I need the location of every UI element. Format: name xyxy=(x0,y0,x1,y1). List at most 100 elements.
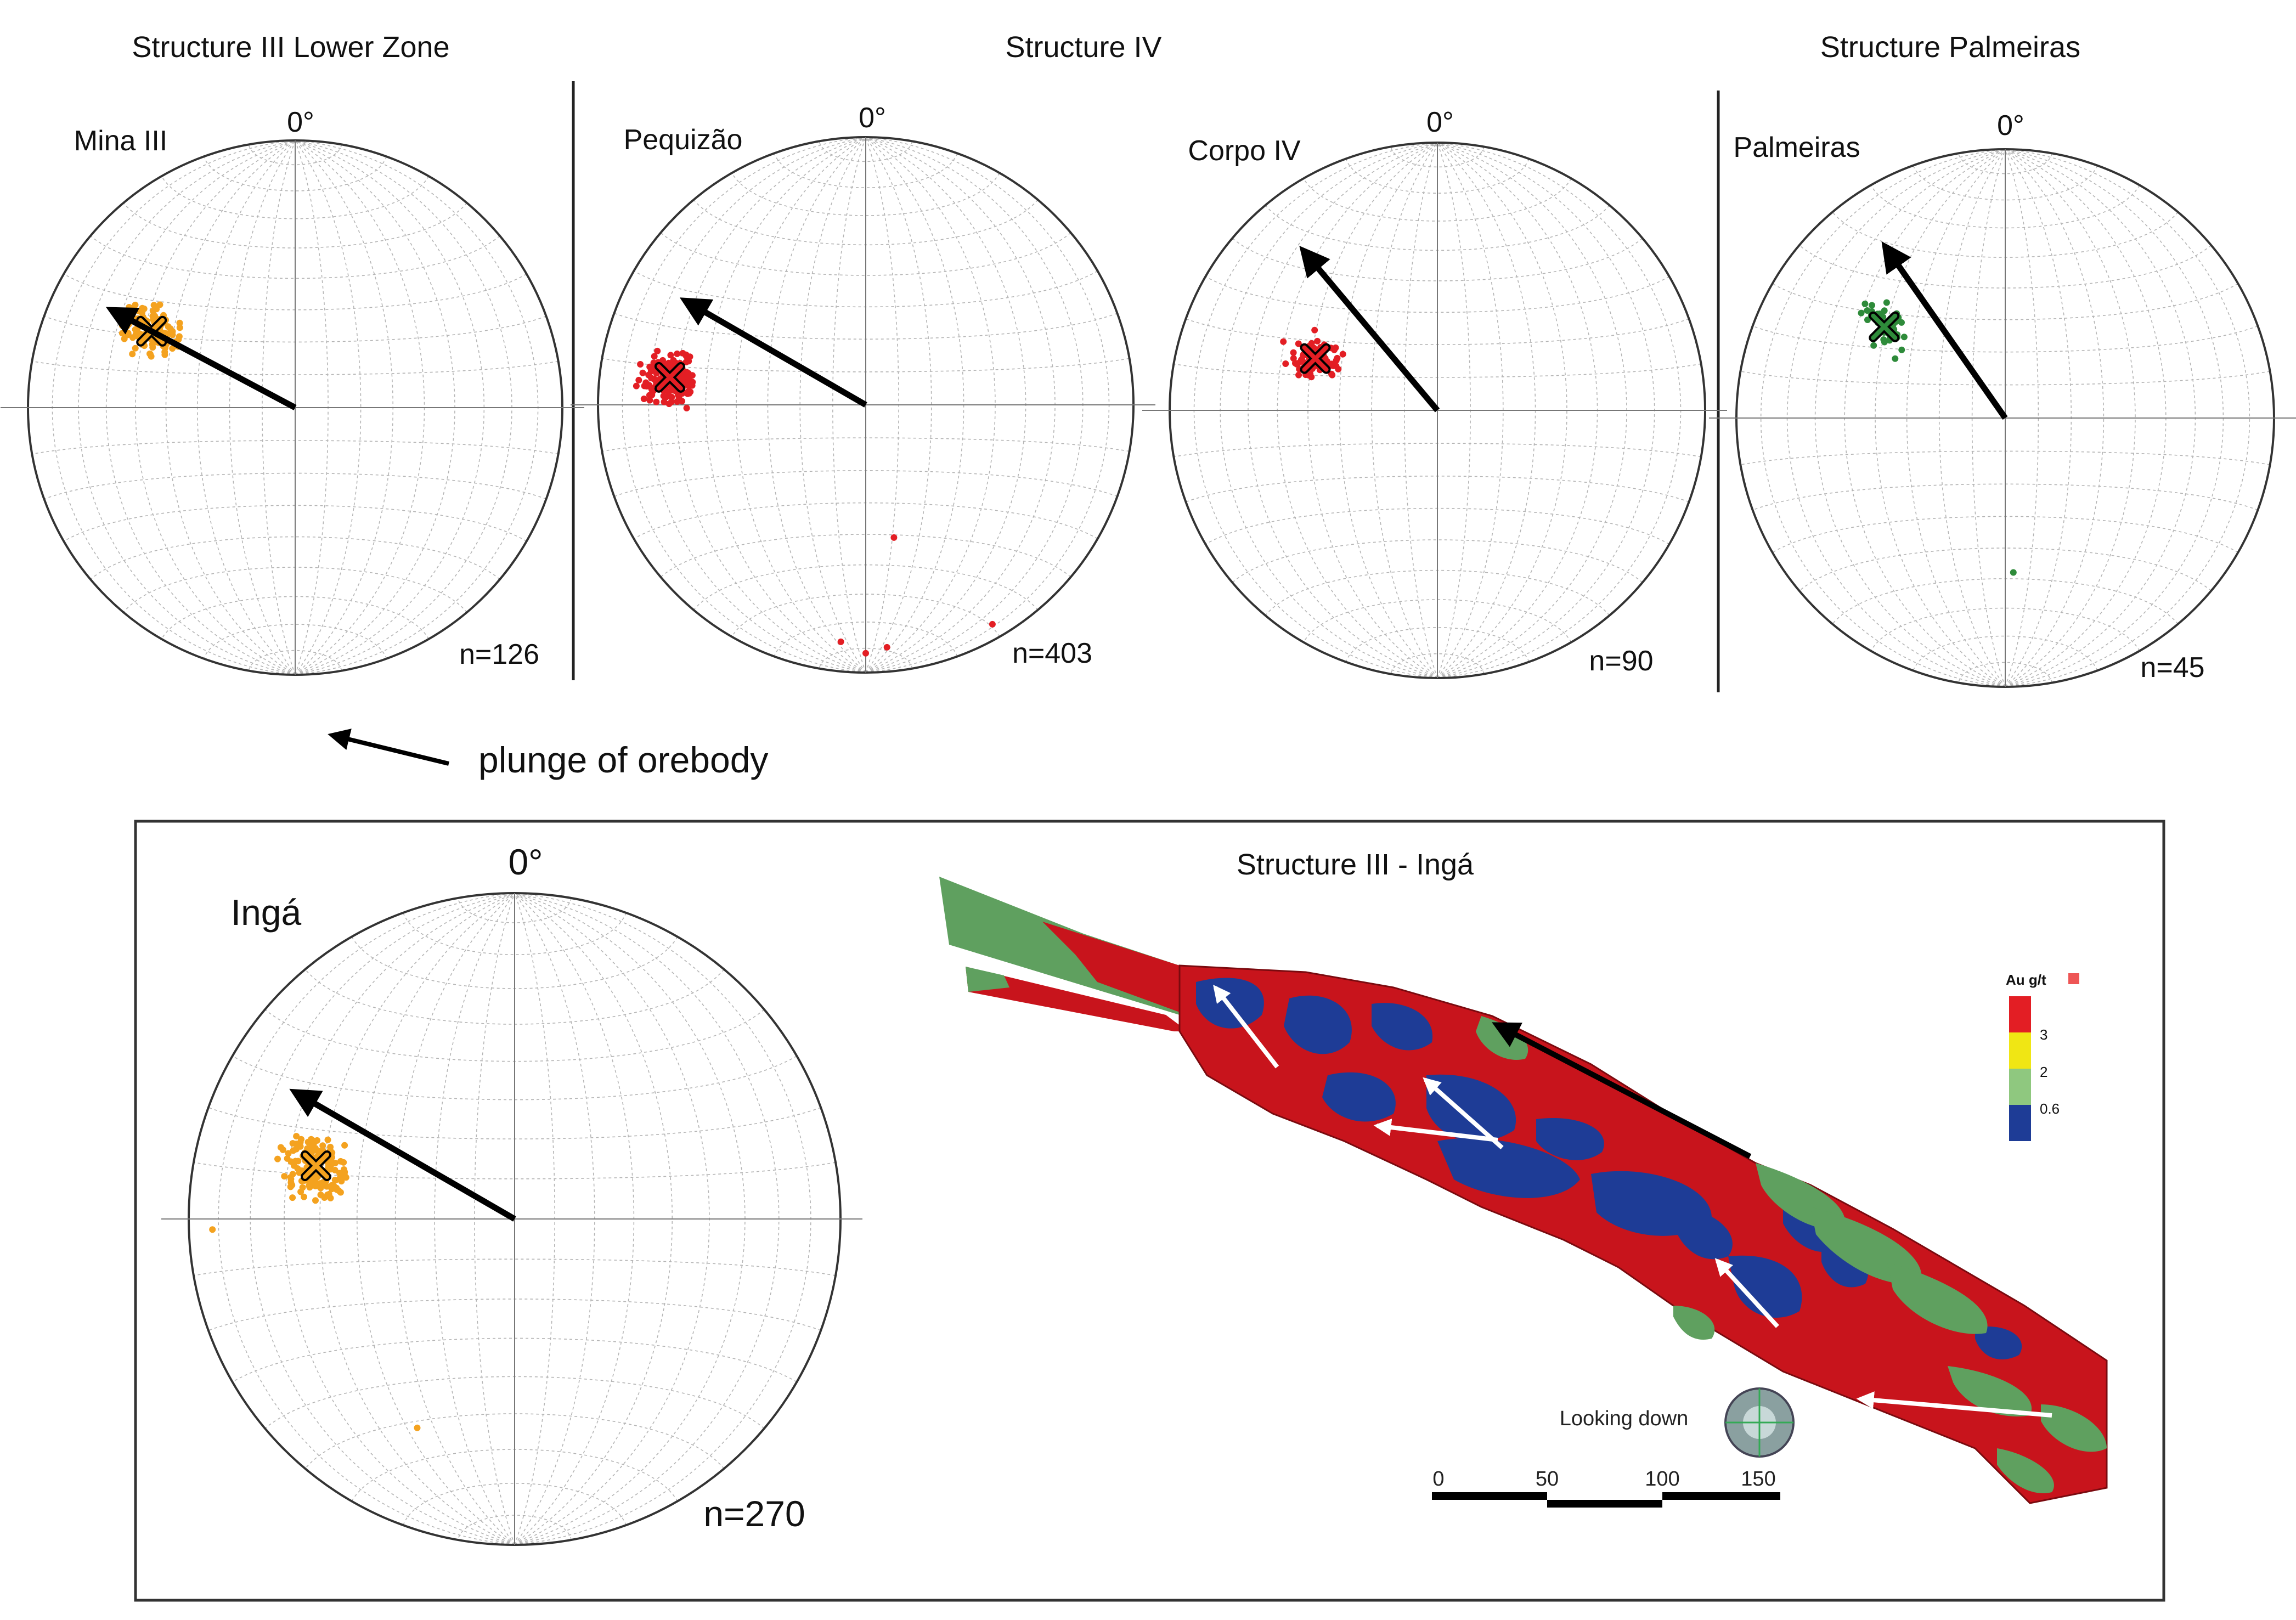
lineation-point xyxy=(1869,302,1875,309)
lineation-point xyxy=(297,1143,304,1150)
lineation-point xyxy=(639,369,646,376)
lineation-point xyxy=(176,319,183,326)
lineation-point xyxy=(647,368,655,375)
stereonet-corpo: Corpo IV 0° n=90 xyxy=(1142,106,1727,679)
lineation-point xyxy=(1311,326,1318,334)
grade-legend-close-icon xyxy=(2068,973,2079,984)
lineation-point xyxy=(132,345,139,352)
lineation-point xyxy=(659,357,666,364)
lineation-point xyxy=(414,1424,421,1431)
lineation-points xyxy=(1858,299,2017,576)
lineation-point xyxy=(156,301,163,308)
lineation-point xyxy=(653,398,660,405)
lineation-point xyxy=(651,353,658,360)
stereonet-name: Palmeiras xyxy=(1733,132,1860,163)
mean-lineation-marker xyxy=(654,362,685,393)
heading-structure-iv: Structure IV xyxy=(1005,31,1161,64)
lineation-point xyxy=(324,1136,331,1143)
stereonet-name: Corpo IV xyxy=(1188,135,1301,167)
lineation-point xyxy=(329,1160,336,1167)
lineation-point xyxy=(685,370,692,377)
orebody-plunge-arrow xyxy=(679,297,867,408)
lineation-points xyxy=(633,347,996,657)
lineation-point xyxy=(306,1182,313,1189)
lineation-point xyxy=(324,1191,331,1198)
lineation-point xyxy=(685,388,692,395)
lineation-point xyxy=(1334,354,1341,362)
lineation-point xyxy=(176,324,183,331)
lineation-point xyxy=(633,382,640,390)
stereonet-name: Mina III xyxy=(74,125,168,157)
lineation-point xyxy=(679,349,686,357)
scale-label-100: 100 xyxy=(1645,1467,1679,1491)
model-branch-upper-red xyxy=(1042,922,1207,1012)
orebody-plunge-arrow xyxy=(105,307,297,410)
lineation-point xyxy=(667,352,674,359)
lineation-point xyxy=(1900,334,1908,341)
lineation-point xyxy=(684,381,691,388)
lineation-point xyxy=(169,331,176,338)
legend-swatch-red xyxy=(2009,996,2031,1032)
mean-lineation-marker xyxy=(1869,311,1900,342)
lineation-point xyxy=(1308,340,1315,347)
orebody-plunge-arrow xyxy=(1881,241,2008,420)
lineation-point xyxy=(146,350,153,357)
north-label: 0° xyxy=(1426,106,1454,138)
lineation-point xyxy=(1282,360,1289,367)
north-label: 0° xyxy=(1997,110,2024,142)
north-label: 0° xyxy=(287,106,314,138)
lineation-point xyxy=(674,350,681,357)
mean-marker-fill xyxy=(1871,313,1898,340)
lineation-point xyxy=(292,1158,299,1165)
orebody-plunge-arrow xyxy=(1299,245,1440,413)
lineation-point xyxy=(660,392,667,399)
stereonet-palmeiras: Palmeiras 0° n=45 xyxy=(1709,110,2296,688)
legend-value-3: 3 xyxy=(2040,1026,2047,1043)
lineation-point xyxy=(281,1173,288,1180)
lineation-point xyxy=(1328,360,1335,368)
scale-bar: 0 50 100 150 xyxy=(1432,1467,1780,1508)
scale-label-0: 0 xyxy=(1432,1467,1444,1491)
lineation-point xyxy=(340,1159,347,1166)
lineation-point xyxy=(1339,351,1346,358)
plunge-legend-arrow xyxy=(328,729,449,766)
model-branch-lower xyxy=(966,967,1188,1031)
model-arrow-5 xyxy=(1856,1391,2052,1418)
lineation-point xyxy=(989,620,996,628)
lineation-point xyxy=(1295,371,1302,379)
lineation-point xyxy=(1858,309,1865,317)
lineation-point xyxy=(285,1150,292,1157)
lineation-point xyxy=(317,1184,324,1192)
lineation-point xyxy=(327,1143,334,1150)
legend-swatch-blue xyxy=(2009,1105,2031,1141)
lineation-point xyxy=(642,379,650,386)
mean-lineation-marker xyxy=(1300,343,1331,374)
lineation-point xyxy=(1295,340,1302,347)
lineation-point xyxy=(169,345,176,352)
heading-structure-iii: Structure III Lower Zone xyxy=(132,31,449,64)
lineation-point xyxy=(890,534,898,541)
orebody-plunge-arrow xyxy=(289,1088,516,1222)
lineation-point xyxy=(1328,370,1335,377)
lineation-point xyxy=(209,1226,216,1233)
lineation-point xyxy=(132,301,139,308)
lineation-point xyxy=(294,1165,301,1172)
lineation-point xyxy=(1861,300,1869,307)
stereonet-mina: Mina III 0° n=126 xyxy=(1,106,584,676)
scale-label-150: 150 xyxy=(1741,1467,1775,1491)
model-main-body xyxy=(1178,964,2108,1504)
stereonet-inga: Ingá 0° n=270 xyxy=(161,842,862,1546)
sample-count: n=45 xyxy=(2140,652,2204,684)
lineation-point xyxy=(312,1183,319,1189)
lineation-point xyxy=(289,1140,296,1147)
lineation-point xyxy=(312,1197,319,1204)
lineation-point xyxy=(1883,299,1890,306)
model-arrow-4 xyxy=(1714,1258,1779,1328)
lineation-point xyxy=(837,638,844,645)
lineation-point xyxy=(1335,365,1342,372)
lineation-point xyxy=(1881,307,1888,314)
lineation-point xyxy=(333,1186,340,1193)
grade-legend: Au g/t 3 2 0.6 xyxy=(2006,972,2079,1141)
scale-label-50: 50 xyxy=(1536,1467,1559,1491)
